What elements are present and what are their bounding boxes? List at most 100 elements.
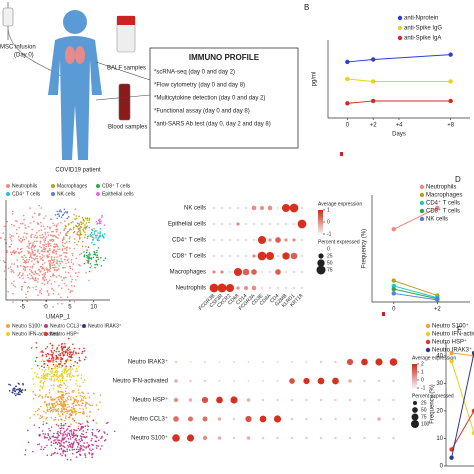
umap-cell <box>49 411 52 413</box>
dot <box>243 285 249 291</box>
dot <box>174 379 178 383</box>
umap-cell <box>30 270 33 272</box>
color-bar <box>318 212 323 215</box>
dot <box>262 361 264 363</box>
x-axis-label: Days <box>392 132 406 138</box>
umap-cell <box>50 417 53 419</box>
umap-cell <box>63 346 65 349</box>
umap-cell <box>87 260 89 262</box>
umap-cell <box>60 384 63 386</box>
legend-swatch <box>425 323 431 329</box>
umap-cell <box>6 220 9 223</box>
umap-cell <box>71 390 74 392</box>
umap-cell <box>69 291 71 294</box>
umap-cell <box>64 384 67 386</box>
dot <box>300 206 304 210</box>
umap-cell <box>37 413 39 416</box>
umap-cell <box>68 405 70 408</box>
umap-cell <box>61 248 64 250</box>
dot <box>232 417 236 421</box>
umap-cell <box>79 360 81 362</box>
umap-cell <box>49 226 51 229</box>
umap-cell <box>60 409 63 411</box>
umap-cell <box>76 225 79 228</box>
umap-cell <box>42 259 44 261</box>
umap-cell <box>12 389 14 392</box>
umap-cell <box>38 443 41 445</box>
umap-cell <box>63 406 65 409</box>
umap-cell <box>72 407 75 410</box>
umap-cell <box>26 261 28 264</box>
size-legend-title: Percent expressed <box>412 393 454 399</box>
umap-cell <box>17 391 20 394</box>
umap-cell <box>29 266 32 268</box>
umap-cell <box>68 265 71 268</box>
umap-cell <box>61 342 64 345</box>
umap-cell <box>63 245 65 248</box>
umap-cell <box>65 392 68 395</box>
umap-cell <box>79 227 81 229</box>
umap-cell <box>76 401 79 404</box>
umap-cell <box>50 444 53 446</box>
dot <box>173 397 179 403</box>
umap-cell <box>44 233 47 235</box>
dot <box>392 436 395 440</box>
umap-cell <box>52 289 55 292</box>
umap-cell <box>65 210 67 213</box>
umap-cell <box>63 354 65 357</box>
panel-label: D <box>455 175 461 184</box>
umap-cell <box>65 415 67 417</box>
umap-cell <box>77 352 80 355</box>
umap-cell <box>41 256 44 259</box>
umap-cell <box>82 240 84 243</box>
umap-cell <box>56 228 58 231</box>
dot <box>300 270 304 274</box>
umap-cell <box>80 226 83 229</box>
dot <box>236 254 240 258</box>
color-legend-title: Average expression <box>318 201 362 207</box>
umap-cell <box>64 450 67 453</box>
umap-cell <box>57 268 60 270</box>
umap-cell <box>11 263 13 265</box>
umap-cell <box>49 239 51 242</box>
umap-cell <box>88 219 91 221</box>
color-bar <box>318 228 323 231</box>
umap-cell <box>71 278 73 281</box>
umap-cell <box>97 408 100 411</box>
umap-cell <box>73 230 76 233</box>
legend-swatch <box>419 200 425 206</box>
series-line <box>393 280 438 297</box>
umap-cell <box>68 237 71 240</box>
umap-cell <box>38 426 41 429</box>
umap-cell <box>93 243 95 246</box>
umap-cell <box>43 360 45 363</box>
umap-cell <box>53 249 56 252</box>
umap-cell <box>10 235 13 237</box>
umap-cell <box>32 286 35 289</box>
umap-cell <box>94 435 97 437</box>
umap-cell <box>64 242 66 245</box>
umap-cell <box>26 300 28 302</box>
umap-cell <box>84 231 86 233</box>
umap-cell <box>61 260 63 263</box>
umap-cell <box>39 289 41 292</box>
umap-cell <box>101 234 104 236</box>
profile-item: *scRNA-seq (day 0 and day 2) <box>154 70 235 76</box>
legend-label: NK cells <box>426 217 448 223</box>
dot <box>319 360 323 364</box>
y-axis-label: pg/ml <box>312 72 318 87</box>
umap-cell <box>83 236 86 239</box>
umap-cell <box>60 210 63 213</box>
row-label: CD4⁺ T cells <box>172 237 206 244</box>
umap-cell <box>37 443 39 446</box>
umap-cell <box>75 272 77 274</box>
umap-cell <box>34 410 37 413</box>
umap-cell <box>46 436 48 439</box>
umap-cell <box>59 424 62 427</box>
umap-cell <box>57 430 59 433</box>
umap-cell <box>40 416 43 419</box>
umap-cell <box>31 245 34 247</box>
umap-cell <box>35 237 38 239</box>
umap-cell <box>79 385 81 388</box>
umap-cell <box>85 222 88 224</box>
